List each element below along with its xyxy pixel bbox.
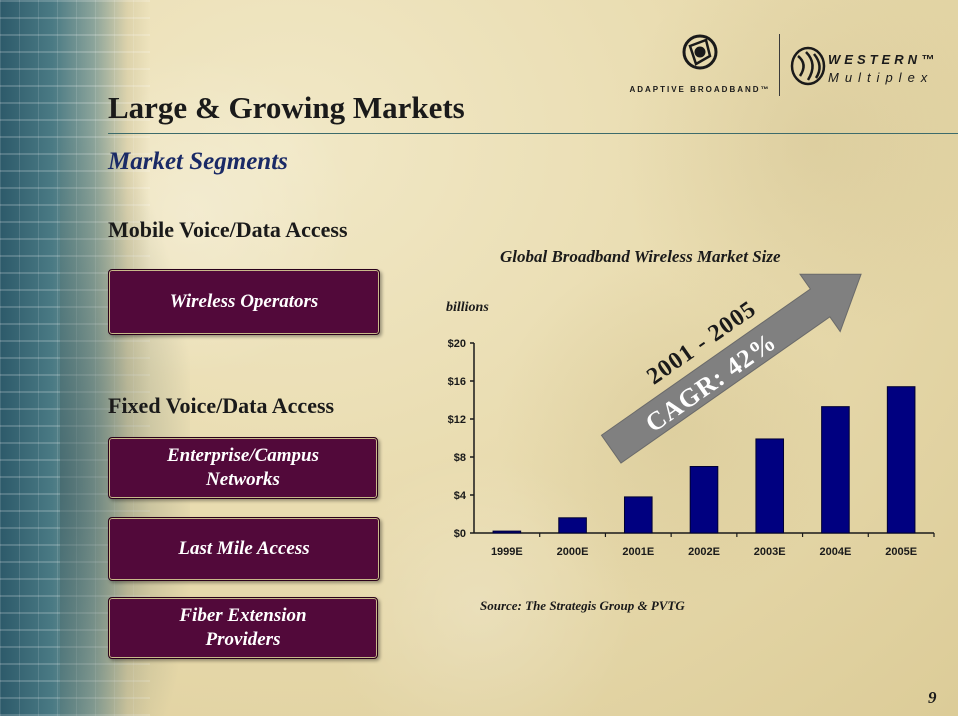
y-tick-label: $4: [454, 490, 467, 502]
bar-2005E: [886, 386, 916, 534]
mobile-section-heading: Mobile Voice/Data Access: [108, 217, 348, 242]
adaptive-broadband-logo: [682, 34, 718, 70]
western-multiplex-logo: [790, 46, 826, 86]
title-rule: [108, 133, 958, 134]
segment-box-last-mile: Last Mile Access: [108, 517, 380, 581]
western-wordmark: WESTERN™: [828, 52, 938, 67]
y-tick-label: $16: [448, 376, 466, 388]
page-subtitle: Market Segments: [108, 148, 288, 175]
y-tick-label: $20: [448, 338, 466, 350]
segment-box-wireless-operators: Wireless Operators: [108, 269, 380, 335]
chart-unit-label: billions: [446, 300, 489, 315]
segment-box-enterprise-campus: Enterprise/Campus Networks: [108, 437, 378, 499]
bar-2003E: [755, 438, 785, 534]
page-title: Large & Growing Markets: [108, 90, 465, 125]
x-tick-label: 2000E: [557, 546, 589, 558]
x-tick-label: 2005E: [885, 546, 917, 558]
y-tick-label: $12: [448, 414, 466, 426]
x-tick-label: 1999E: [491, 546, 523, 558]
multiplex-wordmark: Multiplex: [828, 70, 934, 85]
segment-box-fiber-extension: Fiber Extension Providers: [108, 597, 378, 659]
x-tick-label: 2004E: [820, 546, 852, 558]
x-tick-label: 2002E: [688, 546, 720, 558]
x-tick-label: 2003E: [754, 546, 786, 558]
bar-1999E: [492, 530, 522, 534]
bar-chart: $0 $4 $8 $12 $16 $20 1999E 2000E 2001E 2002E 2003E…: [448, 338, 935, 558]
bar-2002E: [689, 466, 719, 534]
bar-2000E: [558, 517, 587, 534]
chart-source: Source: The Strategis Group & PVTG: [480, 598, 685, 613]
chart-title: Global Broadband Wireless Market Size: [500, 247, 781, 266]
logo-divider: [779, 34, 780, 96]
fixed-section-heading: Fixed Voice/Data Access: [108, 393, 335, 418]
y-tick-label: $0: [454, 528, 466, 540]
bar-2004E: [821, 406, 850, 534]
bar-2001E: [623, 496, 653, 534]
adaptive-broadband-wordmark: ADAPTIVE BROADBAND™: [629, 85, 771, 94]
x-tick-label: 2001E: [622, 546, 654, 558]
y-tick-label: $8: [454, 452, 466, 464]
page-number: 9: [928, 688, 937, 707]
